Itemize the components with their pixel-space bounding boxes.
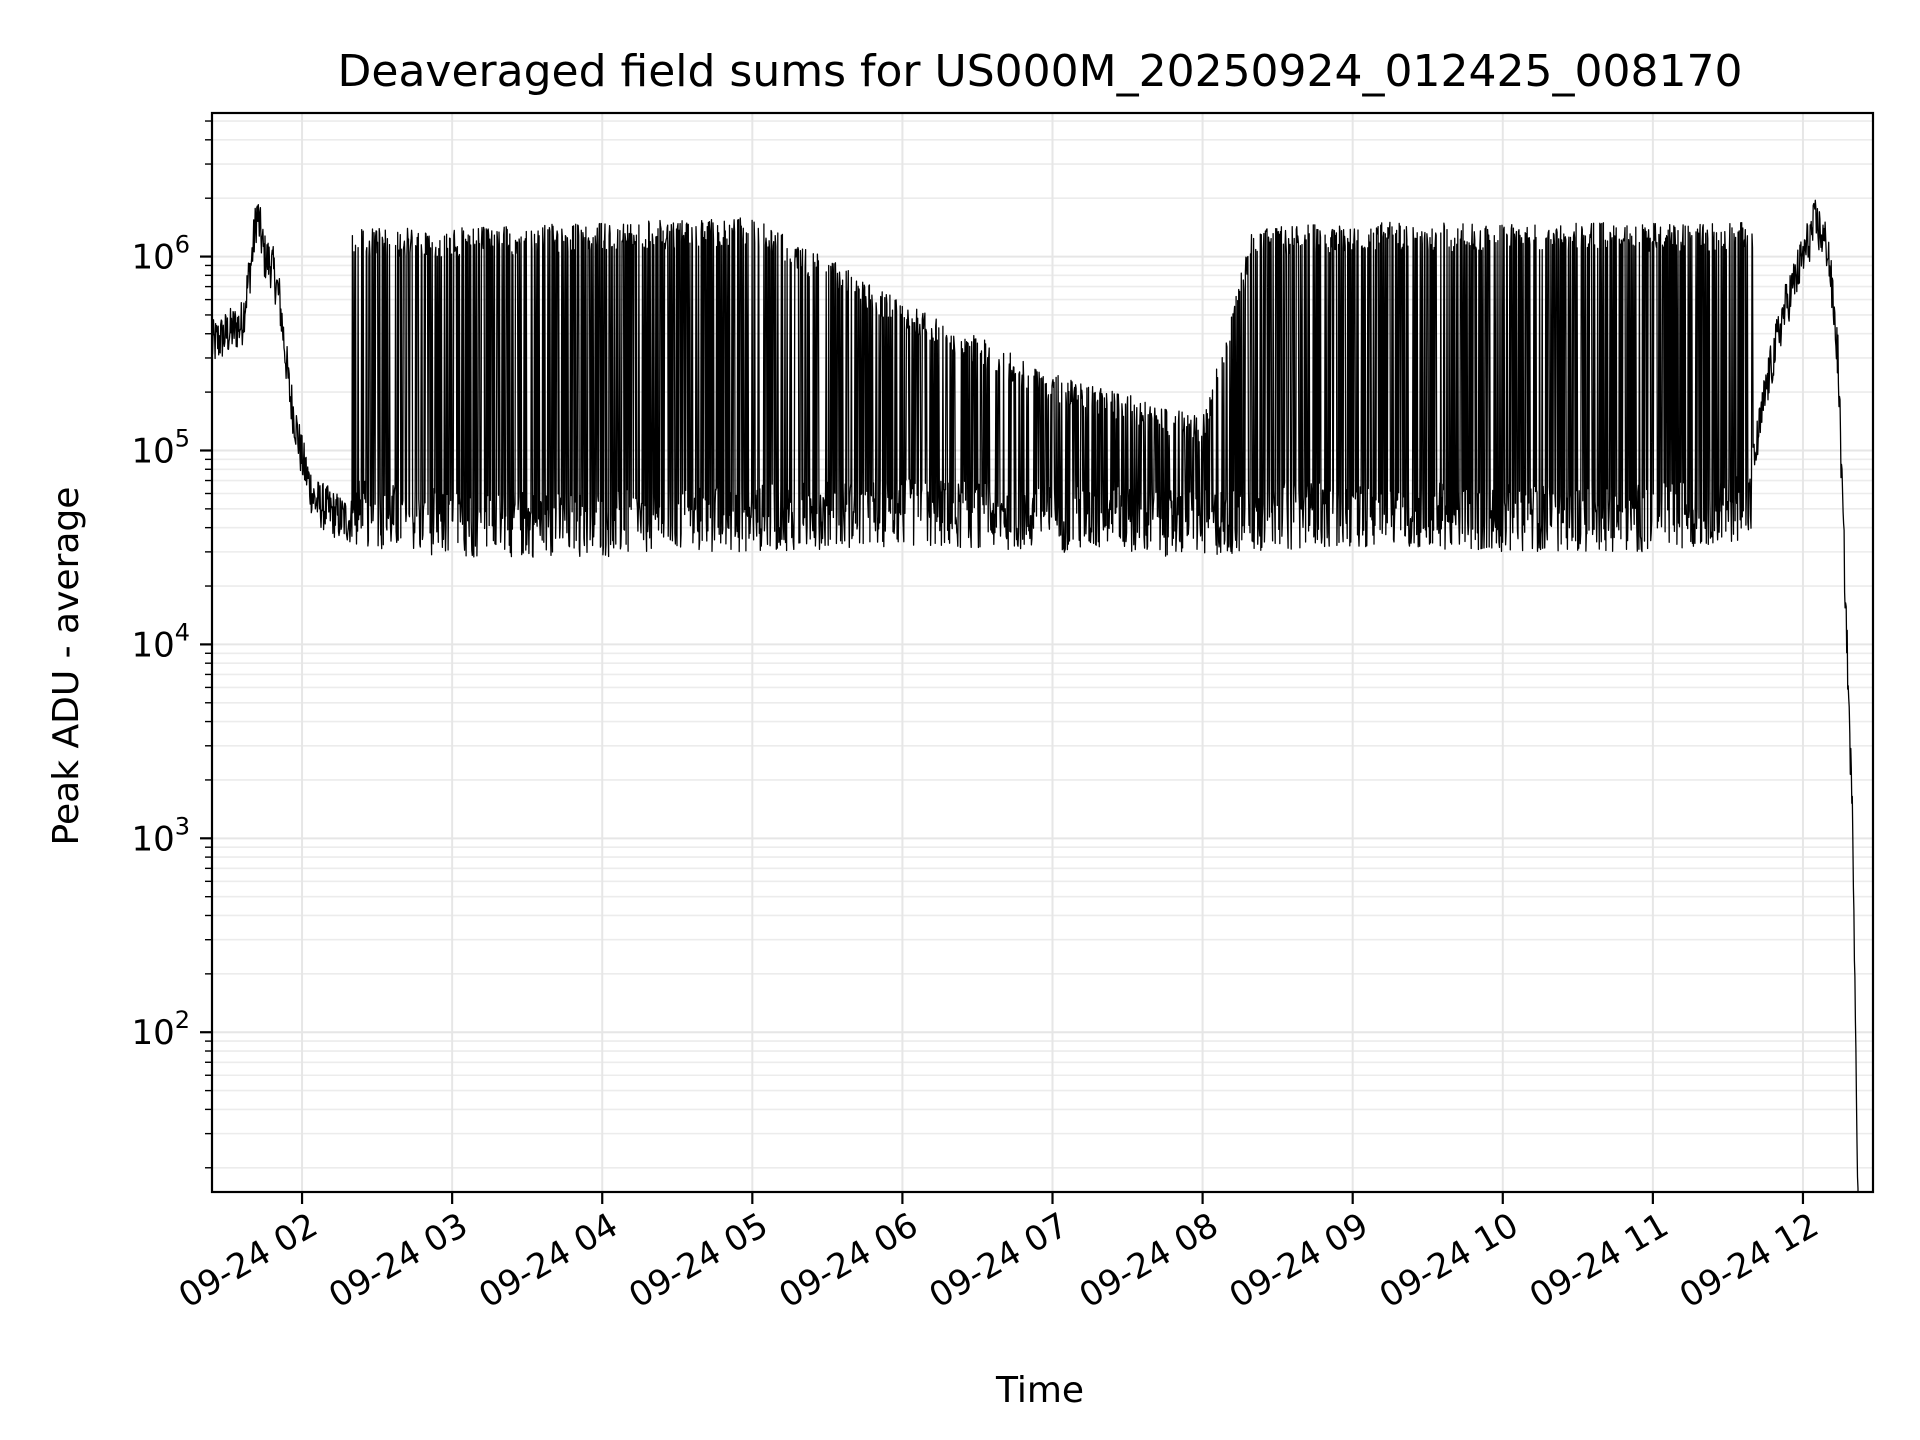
y-axis-title: Peak ADU - average <box>46 487 87 846</box>
y-tick-label: 103 <box>131 812 190 859</box>
y-tick-label: 104 <box>131 618 190 665</box>
y-tick-label: 102 <box>131 1006 190 1053</box>
y-tick-label: 106 <box>131 231 190 278</box>
plot-area <box>211 199 1859 1192</box>
y-tick-label-base: 10 <box>131 238 174 278</box>
chart-title: Deaveraged field sums for US000M_2025092… <box>338 46 1743 97</box>
y-tick-label-exponent: 3 <box>175 812 190 840</box>
axes-frame <box>210 111 1875 1194</box>
y-tick-label-base: 10 <box>131 819 174 859</box>
y-tick-label-base: 10 <box>131 1013 174 1053</box>
y-tick-label-exponent: 4 <box>175 618 190 646</box>
y-tick-label-base: 10 <box>131 431 174 471</box>
y-tick-label: 105 <box>131 424 190 471</box>
y-tick-label-exponent: 2 <box>175 1006 190 1034</box>
y-tick-label-exponent: 6 <box>175 231 190 259</box>
x-axis-title: Time <box>995 1370 1084 1411</box>
y-tick-label-exponent: 5 <box>175 424 190 452</box>
series-line <box>211 199 1859 1192</box>
y-tick-label-base: 10 <box>131 625 174 665</box>
